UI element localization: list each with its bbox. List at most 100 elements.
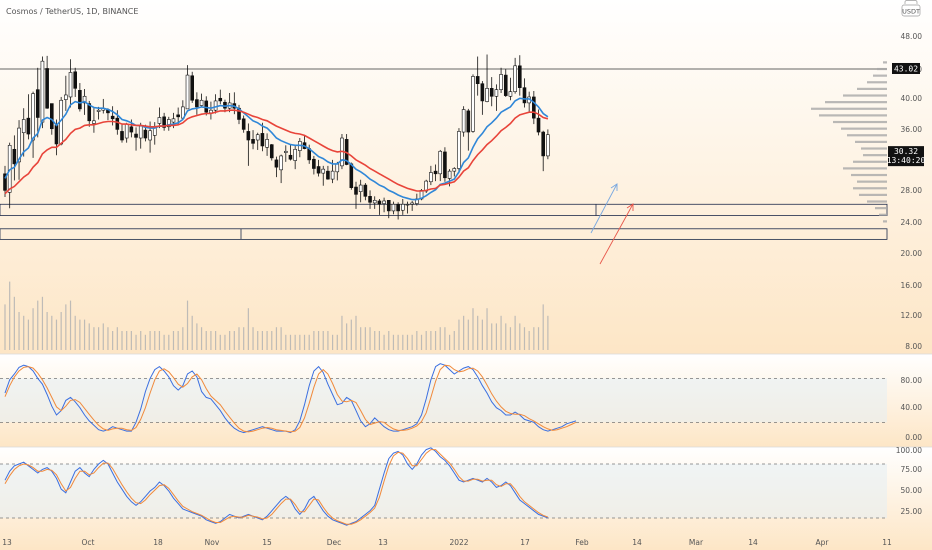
time-axis-tick-4: 15 [262,538,272,547]
volume-profile-bar-13 [861,147,887,150]
candle-67 [316,159,321,177]
candle-54 [255,132,260,150]
candle-53 [251,130,255,150]
volume-bar-42 [200,327,203,350]
candle-28 [134,127,138,151]
candle-body-94 [443,151,447,179]
volume-bar-26 [126,331,128,350]
volume-bar-6 [32,308,34,350]
volume-bar-61 [289,334,292,350]
volume-bar-5 [27,319,29,350]
volume-bar-70 [332,334,334,350]
chart-header: Cosmos / TetherUS, 1D, BINANCE USDT [6,0,921,17]
candle-body-84 [396,203,400,212]
candle-body-83 [391,203,396,212]
candle-body-54 [255,134,260,141]
candle-body-15 [73,71,77,89]
candle-79 [372,196,377,209]
price-axis-tick-9: 12.00 [901,311,923,320]
volume-bar-73 [346,323,348,350]
candle-3 [17,120,21,180]
volume-bar-9 [46,312,48,350]
candle-34 [162,112,166,131]
price-axis-tick-3: 36.00 [901,125,923,134]
volume-bar-71 [336,334,338,350]
volume-bar-16 [79,319,81,350]
candle-body-91 [429,172,433,183]
volume-profile-bar-8 [819,114,887,117]
candle-105 [494,84,499,111]
candle-75 [354,181,358,209]
volume-profile-bar-2 [873,74,887,77]
time-axis-tick-8: 17 [520,538,530,547]
volume-bar-54 [257,331,259,350]
candle-86 [405,201,410,214]
volume-bar-10 [51,315,53,350]
candle-body-113 [532,96,536,119]
candle-104 [489,77,494,107]
volume-bar-19 [93,327,95,350]
time-axis-tick-13: Apr [816,538,830,547]
volume-bar-78 [369,327,371,350]
currency-badge[interactable]: USDT [901,0,921,17]
volume-profile-bar-10 [841,127,887,130]
volume-bar-7 [37,300,39,350]
candle-body-5 [26,117,31,135]
candle-body-9 [45,68,49,109]
support-zone-upper [0,203,888,216]
volume-bar-28 [135,334,137,350]
volume-bar-47 [224,334,226,350]
candle-body-46 [218,97,223,102]
volume-bar-99 [467,319,469,350]
volume-bar-109 [514,315,516,350]
volume-bar-101 [477,315,479,350]
volume-bar-57 [271,331,273,350]
candle-body-24 [115,117,120,130]
axes: 48.0044.0040.0036.0032.0028.0024.0020.00… [2,32,925,547]
candle-body-41 [195,99,199,108]
candle-5 [26,94,31,140]
candle-62 [293,145,297,170]
candle-body-13 [64,94,68,100]
volume-bar-94 [444,327,446,350]
candle-body-97 [457,131,461,169]
volume-bar-25 [121,331,123,350]
volume-bar-104 [491,323,493,350]
volume-profile-bar-9 [833,120,887,124]
volume-bar-60 [285,334,287,350]
volume-profile-bar-0 [883,61,887,64]
volume-bar-15 [74,315,76,350]
forecast-arrow-blue-head [610,183,618,191]
candle-56 [265,133,269,156]
candle-body-78 [368,196,372,203]
volume-bar-31 [149,331,151,350]
candle-115 [541,130,546,172]
volume-bar-52 [247,308,249,350]
volume-bar-37 [177,331,179,350]
volume-bar-51 [243,327,245,350]
support-zones [0,68,888,240]
volume-bar-56 [266,331,268,350]
candle-106 [499,67,503,93]
candle-body-16 [78,90,82,110]
volume-profile-bar-16 [843,167,887,170]
candle-body-111 [522,87,527,104]
candle-33 [157,107,162,129]
last-price-tag [888,146,924,167]
candle-body-71 [335,163,340,173]
candle-body-101 [475,76,480,84]
volume-bar-103 [486,308,488,350]
chart-title: Cosmos / TetherUS, 1D, BINANCE [6,7,138,16]
volume-profile-bar-24 [883,220,887,223]
candle-9 [45,55,49,109]
volume-bar-66 [313,331,315,350]
volume-bar-100 [472,308,474,350]
candle-body-74 [349,163,354,189]
candle-body-10 [49,103,54,130]
support-zone-lower [0,228,888,240]
candle-body-75 [354,186,358,195]
price-axis-tick-8: 16.00 [901,281,923,290]
candle-body-33 [157,117,162,124]
candle-6 [31,91,35,158]
